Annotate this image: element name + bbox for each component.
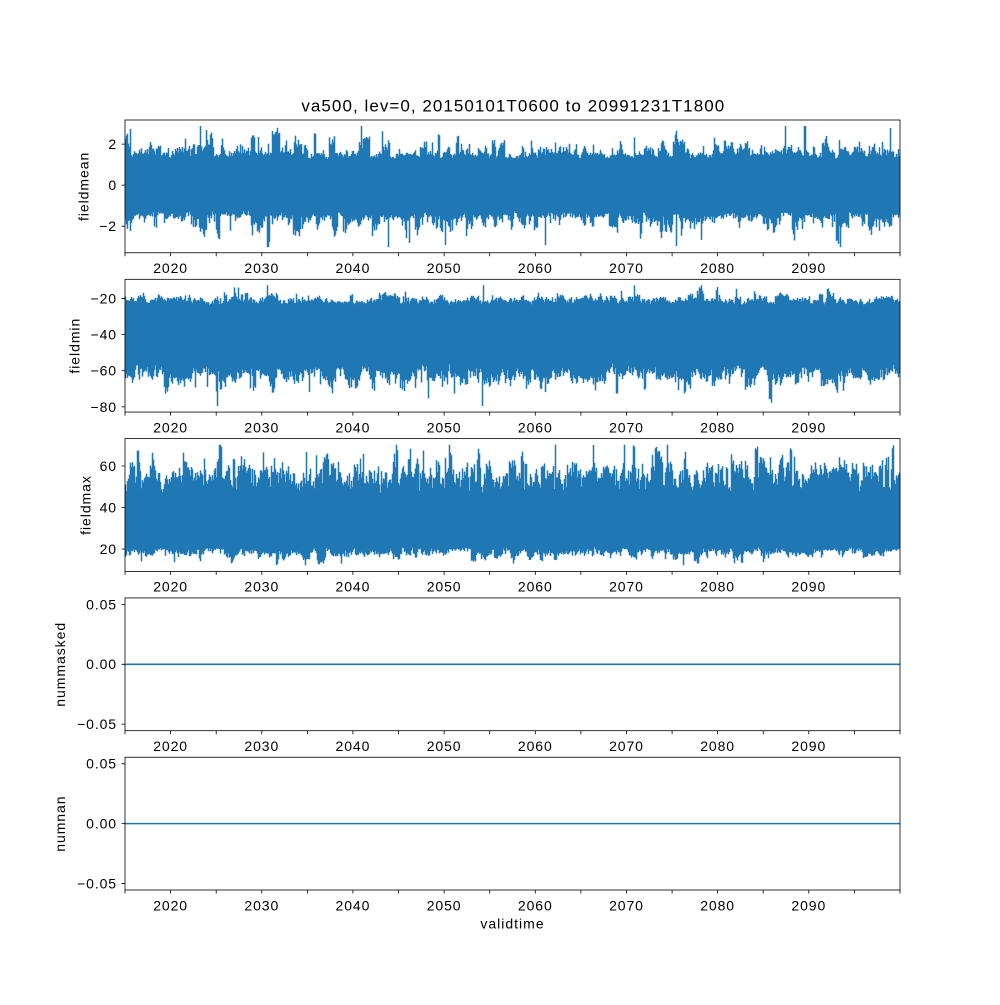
svg-text:0.00: 0.00 [86,656,117,672]
svg-text:2020: 2020 [153,260,188,276]
svg-text:0.05: 0.05 [86,596,117,612]
svg-text:nummasked: nummasked [52,622,68,707]
svg-text:2060: 2060 [518,897,553,913]
svg-text:40: 40 [100,499,117,515]
svg-text:−20: −20 [91,290,117,306]
svg-text:2050: 2050 [427,897,462,913]
svg-text:−0.05: −0.05 [77,875,117,891]
svg-text:2030: 2030 [244,738,279,754]
svg-text:2020: 2020 [153,738,188,754]
svg-text:20: 20 [100,541,117,557]
svg-text:2080: 2080 [700,579,735,595]
svg-text:2: 2 [108,136,117,152]
svg-text:2040: 2040 [336,579,371,595]
svg-text:2040: 2040 [336,738,371,754]
svg-text:2060: 2060 [518,419,553,435]
svg-text:fieldmax: fieldmax [78,475,94,535]
svg-text:2050: 2050 [427,260,462,276]
svg-text:va500, lev=0, 20150101T0600 to: va500, lev=0, 20150101T0600 to 20991231T… [301,97,725,116]
svg-text:2080: 2080 [700,738,735,754]
svg-text:−80: −80 [91,399,117,415]
svg-text:2040: 2040 [336,260,371,276]
svg-text:2090: 2090 [791,738,826,754]
svg-text:−0.05: −0.05 [77,716,117,732]
svg-text:2020: 2020 [153,419,188,435]
svg-text:2080: 2080 [700,419,735,435]
svg-text:0: 0 [108,177,117,193]
svg-text:2020: 2020 [153,897,188,913]
svg-text:2080: 2080 [700,260,735,276]
svg-text:2040: 2040 [336,419,371,435]
svg-text:2060: 2060 [518,738,553,754]
svg-text:2060: 2060 [518,260,553,276]
svg-text:60: 60 [100,458,117,474]
svg-text:2090: 2090 [791,260,826,276]
svg-text:2030: 2030 [244,419,279,435]
svg-text:2040: 2040 [336,897,371,913]
svg-text:2020: 2020 [153,579,188,595]
svg-text:numnan: numnan [52,795,68,851]
svg-text:2070: 2070 [609,897,644,913]
svg-text:2050: 2050 [427,419,462,435]
svg-text:2090: 2090 [791,897,826,913]
svg-text:2090: 2090 [791,579,826,595]
svg-text:2060: 2060 [518,579,553,595]
svg-text:fieldmean: fieldmean [76,152,92,221]
svg-text:fieldmin: fieldmin [67,318,83,374]
svg-text:2030: 2030 [244,579,279,595]
svg-text:2080: 2080 [700,897,735,913]
svg-text:2050: 2050 [427,579,462,595]
svg-text:−2: −2 [99,218,117,234]
svg-text:2030: 2030 [244,260,279,276]
svg-text:0.05: 0.05 [86,756,117,772]
svg-text:2070: 2070 [609,260,644,276]
svg-text:validtime: validtime [480,916,544,932]
svg-text:0.00: 0.00 [86,816,117,832]
svg-text:2070: 2070 [609,579,644,595]
svg-text:2070: 2070 [609,419,644,435]
svg-text:2090: 2090 [791,419,826,435]
svg-text:2050: 2050 [427,738,462,754]
svg-text:−40: −40 [91,327,117,343]
svg-text:2070: 2070 [609,738,644,754]
svg-text:2030: 2030 [244,897,279,913]
svg-text:−60: −60 [91,363,117,379]
